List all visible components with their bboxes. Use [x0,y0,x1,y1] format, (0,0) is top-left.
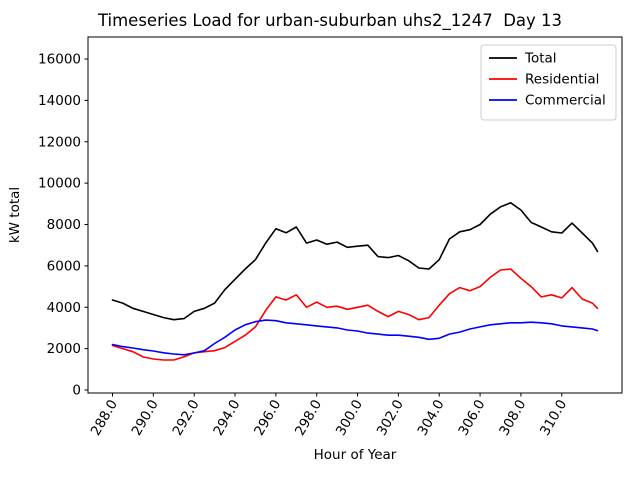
y-tick-label: 16000 [38,52,81,68]
y-axis-label: kW total [7,187,23,243]
y-tick-label: 8000 [47,217,81,233]
legend-label-residential: Residential [525,72,599,88]
y-tick-label: 4000 [47,300,81,316]
y-tick-label: 0 [72,383,81,399]
y-tick-label: 14000 [38,93,81,109]
series-lines [111,202,599,361]
y-tick-label: 12000 [38,134,81,150]
y-tick-label: 10000 [38,176,81,192]
legend-box [480,44,617,121]
y-tick-label: 6000 [47,258,81,274]
legend-label-total: Total [524,51,557,67]
series-line-commercial [111,319,599,356]
legend: Total Residential Commercial [480,44,617,121]
y-tick-label: 2000 [47,341,81,357]
plot-border [87,36,623,394]
x-axis-label: Hour of Year [314,447,397,463]
chart-title: Timeseries Load for urban-suburban uhs2_… [97,11,562,31]
legend-label-commercial: Commercial [525,93,606,109]
series-line-total [111,202,599,321]
